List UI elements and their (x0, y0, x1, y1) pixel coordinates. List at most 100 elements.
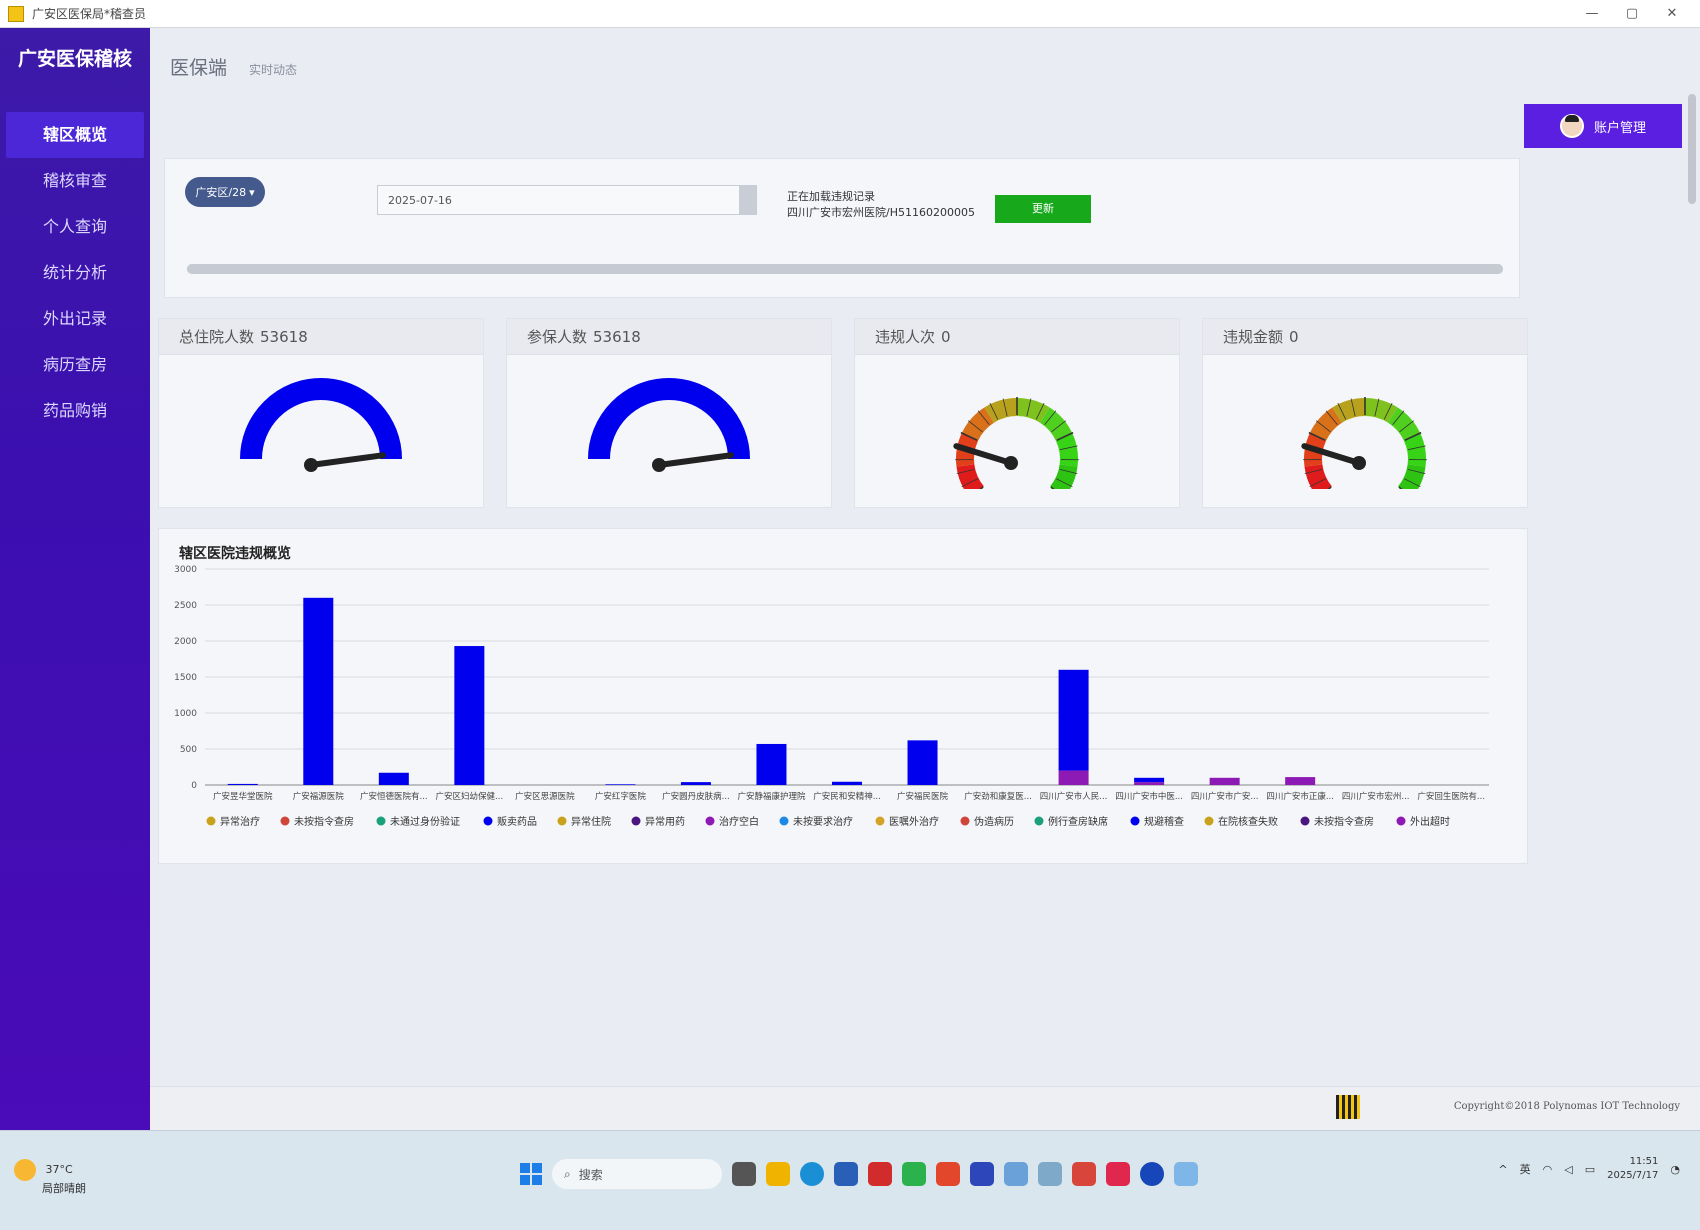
gauge-tick (960, 431, 978, 441)
maximize-button[interactable]: ▢ (1625, 6, 1639, 21)
sidebar-nav: 辖区概览 稽核审查 个人查询 统计分析 外出记录 病历查房 药品购销 (0, 112, 150, 434)
legend-marker (960, 816, 970, 826)
legend-label: 例行查房缺席 (1048, 815, 1108, 828)
active-window-icon[interactable] (1174, 1162, 1198, 1186)
mountain-app-icon[interactable] (970, 1162, 994, 1186)
gauge-tick (1056, 478, 1073, 488)
windows-app-icon[interactable] (936, 1162, 960, 1186)
legend-label: 医嘱外治疗 (889, 815, 939, 828)
gauge-tick (1035, 403, 1045, 420)
pdf-app-icon[interactable] (1072, 1162, 1096, 1186)
legend-marker (376, 816, 386, 826)
x-tick-label: 四川广安市正康... (1266, 791, 1334, 802)
main-scrollbar[interactable] (1688, 94, 1696, 204)
sidebar-item-outings[interactable]: 外出记录 (42, 309, 107, 328)
legend-marker (705, 816, 715, 826)
gauge-label: 总住院人数 (179, 328, 255, 346)
gauge-arc-segment (956, 463, 985, 489)
system-tray: ^ 英 ◠ ◁ ▭ 11:51 2025/7/17 ◔ (1498, 1155, 1680, 1183)
gauge-value: 53618 (593, 328, 641, 346)
x-tick-label: 广安回生医院有... (1417, 791, 1485, 802)
gauge-tick (1398, 486, 1403, 489)
bar (680, 782, 711, 785)
tray-lang[interactable]: 英 (1519, 1163, 1531, 1176)
gauge-tick (1407, 445, 1426, 451)
gauge-tick (1059, 445, 1078, 451)
sidebar-item-statistics[interactable]: 统计分析 (42, 263, 107, 282)
gauge-tick (1327, 486, 1332, 489)
c-app-icon[interactable] (1140, 1162, 1164, 1186)
window-controls: — ▢ ✕ (1572, 0, 1692, 28)
photo-app-icon[interactable] (1004, 1162, 1028, 1186)
minimize-button[interactable]: — (1585, 6, 1599, 21)
district-dropdown[interactable]: 广安区/28 ▾ (185, 177, 265, 207)
x-tick-label: 广安劲和康复医... (964, 791, 1032, 802)
x-tick-label: 广安恒德医院有... (360, 791, 428, 802)
gauge-card-violation-count: 违规人次 0 (854, 318, 1180, 508)
weather-desc: 局部晴朗 (42, 1182, 86, 1195)
gauge-tick (989, 403, 999, 420)
gauge-arc-segment (1016, 398, 1050, 423)
x-tick-label: 广安红字医院 (595, 791, 647, 802)
gauge-arc-segment (1397, 463, 1426, 489)
date-input[interactable] (377, 185, 757, 215)
bar (756, 743, 787, 785)
y-tick-label: 2000 (174, 637, 197, 647)
weather-widget[interactable]: 37°C 局部晴朗 (14, 1159, 86, 1196)
bar (1285, 777, 1316, 785)
taskbar-search[interactable]: ⌕ 搜索 (552, 1159, 722, 1189)
weather-sun-icon (14, 1159, 36, 1181)
hospital-violation-chart: 0 500 1000 1500 2000 2500 3000 广安昱华堂医院 广安福源医院 广安恒… (158, 528, 1528, 864)
gauge-row: 总住院人数 53618 参保人数 53618 违规人次 0 违规金额 0 (158, 318, 1528, 508)
filter-panel: 广安区/28 ▾ 正在加载违规记录 四川广安市宏州医院/H51160200005… (164, 158, 1520, 298)
x-tick-label: 广安静福康护理院 (737, 791, 806, 802)
gauge-value: 0 (1289, 328, 1299, 346)
bar (454, 646, 485, 785)
sidebar: 广安医保稽核 辖区概览 稽核审查 个人查询 统计分析 外出记录 病历查房 药品购… (0, 28, 150, 1130)
y-tick-label: 2500 (174, 601, 197, 611)
windows-start-icon[interactable] (520, 1163, 542, 1185)
x-tick-label: 广安区妇幼保健... (436, 791, 504, 802)
legend-marker (1396, 816, 1406, 826)
clock[interactable]: 11:51 2025/7/17 (1607, 1155, 1658, 1183)
sidebar-item-audit[interactable]: 稽核审查 (42, 171, 107, 190)
notification-bell-icon[interactable]: ◔ (1670, 1162, 1680, 1176)
wps-icon[interactable] (868, 1162, 892, 1186)
media-app-icon[interactable] (1106, 1162, 1130, 1186)
close-button[interactable]: ✕ (1666, 6, 1678, 21)
gauge-title: 违规人次 0 (855, 319, 1179, 355)
refresh-button[interactable]: 更新 (995, 195, 1091, 223)
legend-label: 伪造病历 (974, 815, 1014, 828)
edge-browser-icon[interactable] (800, 1162, 824, 1186)
legend-marker (483, 816, 493, 826)
sidebar-item-ward-rounds[interactable]: 病历查房 (42, 355, 107, 374)
sidebar-item-overview[interactable]: 辖区概览 (6, 112, 144, 158)
store-icon[interactable] (834, 1162, 858, 1186)
y-tick-label: 500 (180, 745, 197, 755)
account-label: 账户管理 (1593, 120, 1646, 136)
task-view-icon[interactable] (732, 1162, 756, 1186)
sidebar-item-personal[interactable]: 个人查询 (42, 217, 107, 236)
gallery-app-icon[interactable] (1038, 1162, 1062, 1186)
gauge-arc (240, 378, 402, 460)
legend-label: 异常治疗 (220, 815, 260, 828)
file-explorer-icon[interactable] (766, 1162, 790, 1186)
wifi-icon[interactable]: ◠ (1542, 1162, 1553, 1176)
account-button[interactable]: 账户管理 (1524, 104, 1682, 148)
gauge-arc-segment (1364, 398, 1398, 423)
date-input-scroll[interactable] (739, 186, 756, 214)
legend-label: 外出超时 (1410, 815, 1450, 828)
gauge-tick (1056, 431, 1074, 441)
district-value: 广安区/28 (195, 186, 247, 199)
tray-chevron-icon[interactable]: ^ (1498, 1162, 1508, 1176)
gauge-arc-segment (1403, 433, 1426, 467)
volume-icon[interactable]: ◁ (1564, 1162, 1573, 1176)
loading-progress (187, 264, 1503, 274)
x-tick-label: 四川广安市宏州... (1342, 791, 1410, 802)
green-app-icon[interactable] (902, 1162, 926, 1186)
bar (907, 740, 938, 785)
sidebar-item-drugs[interactable]: 药品购销 (42, 401, 107, 420)
x-tick-label: 广安区思源医院 (515, 791, 575, 802)
battery-icon[interactable]: ▭ (1584, 1162, 1596, 1176)
loading-status-line1: 正在加载违规记录 (787, 190, 875, 203)
